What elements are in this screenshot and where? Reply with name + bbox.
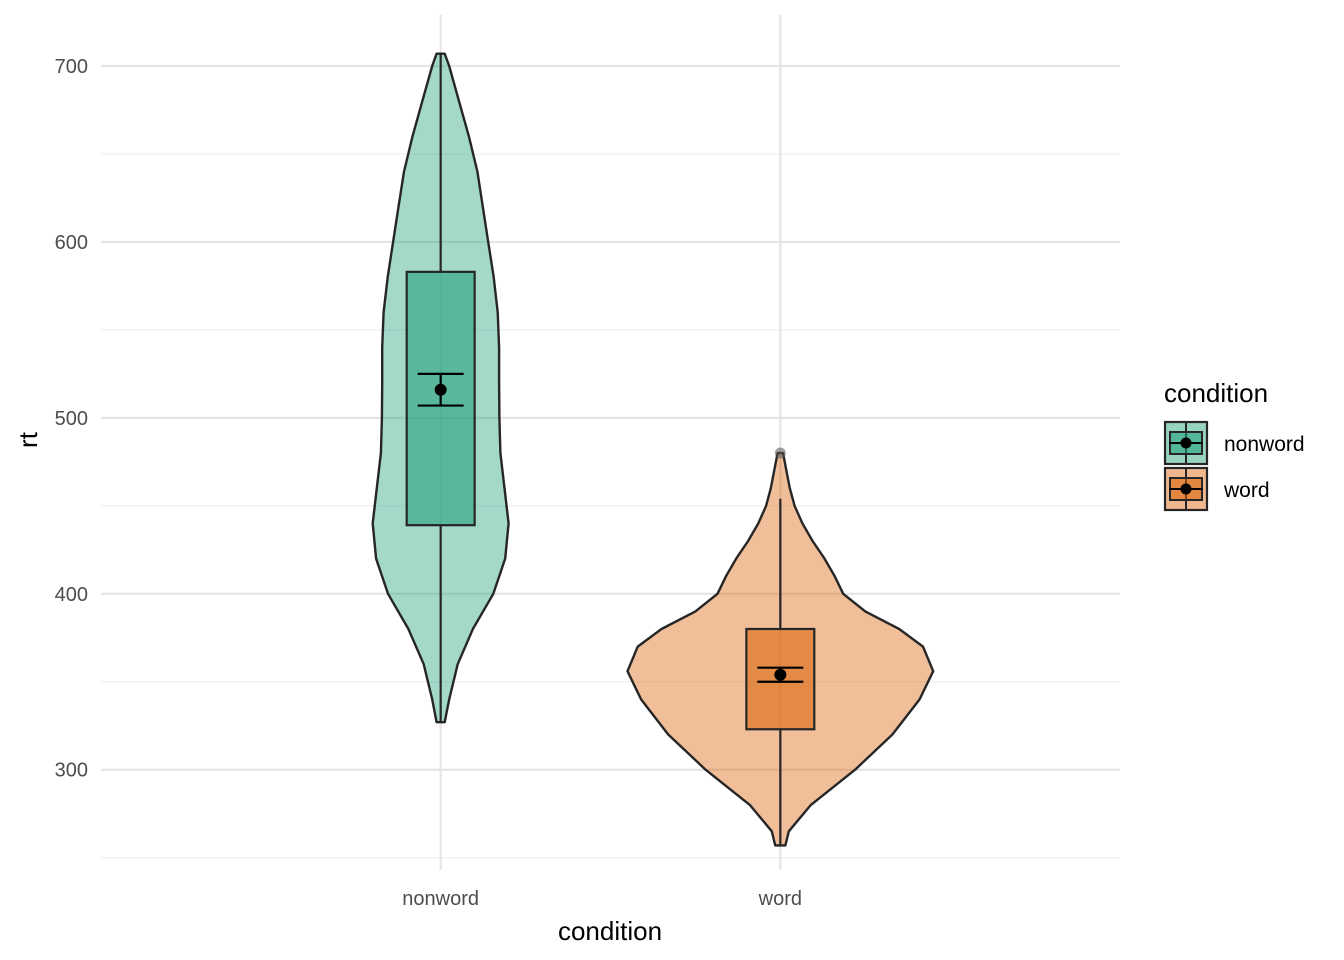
y-tick-label: 300 [55,760,88,782]
legend-label-nonword: nonword [1224,433,1305,456]
legend-key-mean-nonword [1180,437,1192,449]
legend-key-word: word [1163,466,1270,512]
plot-area [371,52,935,847]
y-axis-title: rt [13,431,43,448]
y-tick-label: 400 [55,584,88,606]
y-axis-ticks: 300 400 500 600 700 [55,56,88,782]
x-axis-title: condition [558,916,662,946]
y-tick-label: 500 [55,408,88,430]
mean-point-word [774,668,787,681]
grid [101,15,1120,870]
x-tick-label: nonword [402,888,479,910]
legend: condition nonword word [1163,378,1305,512]
legend-key-mean-word [1180,483,1192,495]
x-axis-ticks: nonword word [402,888,802,910]
y-tick-label: 700 [55,56,88,78]
legend-title: condition [1164,378,1268,408]
mean-point-nonword [434,383,447,396]
legend-key-nonword: nonword [1163,420,1305,466]
legend-label-word: word [1223,479,1270,502]
y-tick-label: 600 [55,232,88,254]
outlier-point-word [774,447,786,459]
x-tick-label: word [758,888,802,910]
